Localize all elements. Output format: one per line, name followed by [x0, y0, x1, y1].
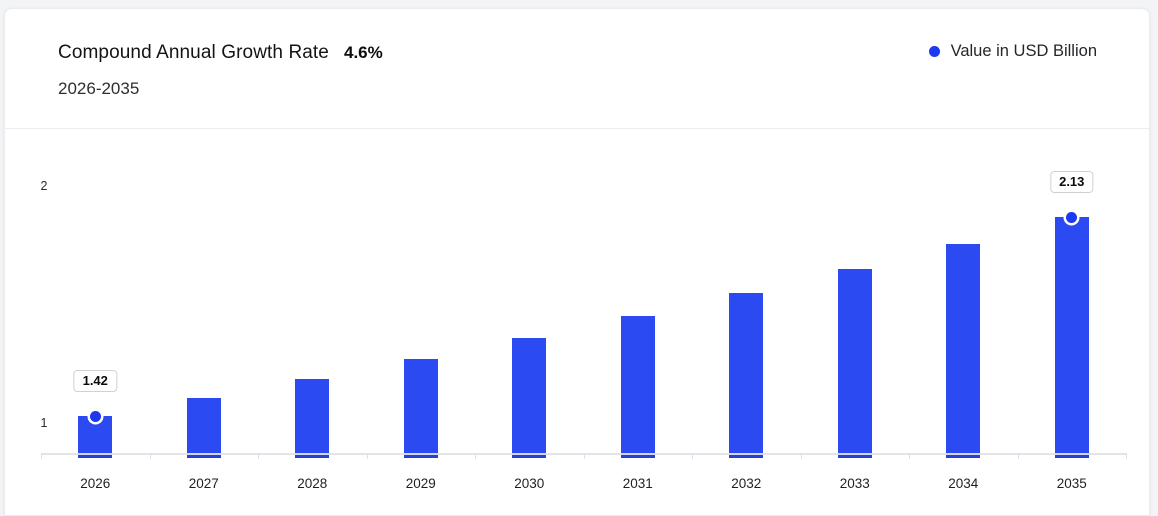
bar-fill	[512, 338, 547, 458]
point-marker-2035	[1066, 211, 1078, 223]
title-row: Compound Annual Growth Rate 4.6%	[58, 42, 383, 64]
point-marker-2026	[89, 410, 101, 422]
x-axis-tick	[909, 453, 910, 459]
x-axis-label-2033: 2033	[839, 476, 870, 491]
bar-2035[interactable]	[1054, 217, 1089, 458]
period-subtitle: 2026-2035	[58, 79, 140, 98]
chart-header: Compound Annual Growth Rate 4.6% 2026-20…	[5, 9, 1149, 128]
bar-2026[interactable]	[78, 416, 113, 458]
x-axis-label-2028: 2028	[297, 476, 328, 491]
bar-2027[interactable]	[186, 398, 221, 458]
bar-2031[interactable]	[620, 316, 655, 458]
legend-label: Value in USD Billion	[950, 42, 1097, 60]
bar-fill	[78, 416, 113, 458]
bar-2034[interactable]	[946, 244, 981, 458]
legend[interactable]: Value in USD Billion	[928, 42, 1097, 61]
bar-2033[interactable]	[837, 269, 872, 458]
bar-2032[interactable]	[729, 293, 764, 458]
x-axis-tick	[149, 453, 151, 459]
x-axis-tick	[258, 453, 259, 459]
x-axis-label-2029: 2029	[405, 476, 436, 491]
x-axis-label-2032: 2032	[731, 476, 762, 491]
bar-2028[interactable]	[295, 379, 330, 458]
page-title: Compound Annual Growth Rate	[58, 42, 329, 63]
x-axis-tick	[475, 453, 476, 459]
x-axis-label-2027: 2027	[188, 476, 219, 491]
x-axis-label-2035: 2035	[1056, 476, 1087, 491]
bar-chart-area: 1 2 1.42 2026 2027 2028 2029 2030 2031 2032 2033 20…	[5, 129, 1149, 515]
x-axis-tick	[1017, 453, 1019, 459]
data-label-2035: 2.13	[1050, 171, 1094, 193]
x-axis-tick	[692, 453, 693, 459]
chart-card: Compound Annual Growth Rate 4.6% 2026-20…	[4, 8, 1150, 516]
bar-2030[interactable]	[512, 338, 547, 458]
x-axis-tick	[800, 453, 802, 459]
x-axis-label-2030: 2030	[514, 476, 545, 491]
bar-fill	[295, 379, 330, 458]
y-axis-tick-label: 2	[40, 179, 48, 193]
bar-fill	[1054, 217, 1089, 458]
bar-fill	[403, 359, 438, 458]
bar-fill	[946, 244, 981, 458]
x-axis-label-2031: 2031	[622, 476, 653, 491]
cagr-value: 4.6%	[343, 43, 383, 62]
x-axis-tick	[41, 453, 42, 459]
bar-fill	[620, 316, 655, 458]
x-axis-tick	[583, 453, 585, 459]
bar-fill	[729, 293, 764, 458]
data-label-2026: 1.42	[73, 370, 117, 392]
x-axis-tick	[366, 453, 368, 459]
header-divider	[5, 128, 1149, 129]
x-axis-label-2034: 2034	[948, 476, 979, 491]
y-axis-tick-label: 1	[40, 416, 48, 430]
legend-dot-icon	[928, 46, 940, 57]
bar-fill	[186, 398, 221, 458]
x-axis-label-2026: 2026	[80, 476, 111, 491]
x-axis-tick	[1126, 453, 1127, 459]
bar-fill	[837, 269, 872, 458]
bar-2029[interactable]	[403, 359, 438, 458]
